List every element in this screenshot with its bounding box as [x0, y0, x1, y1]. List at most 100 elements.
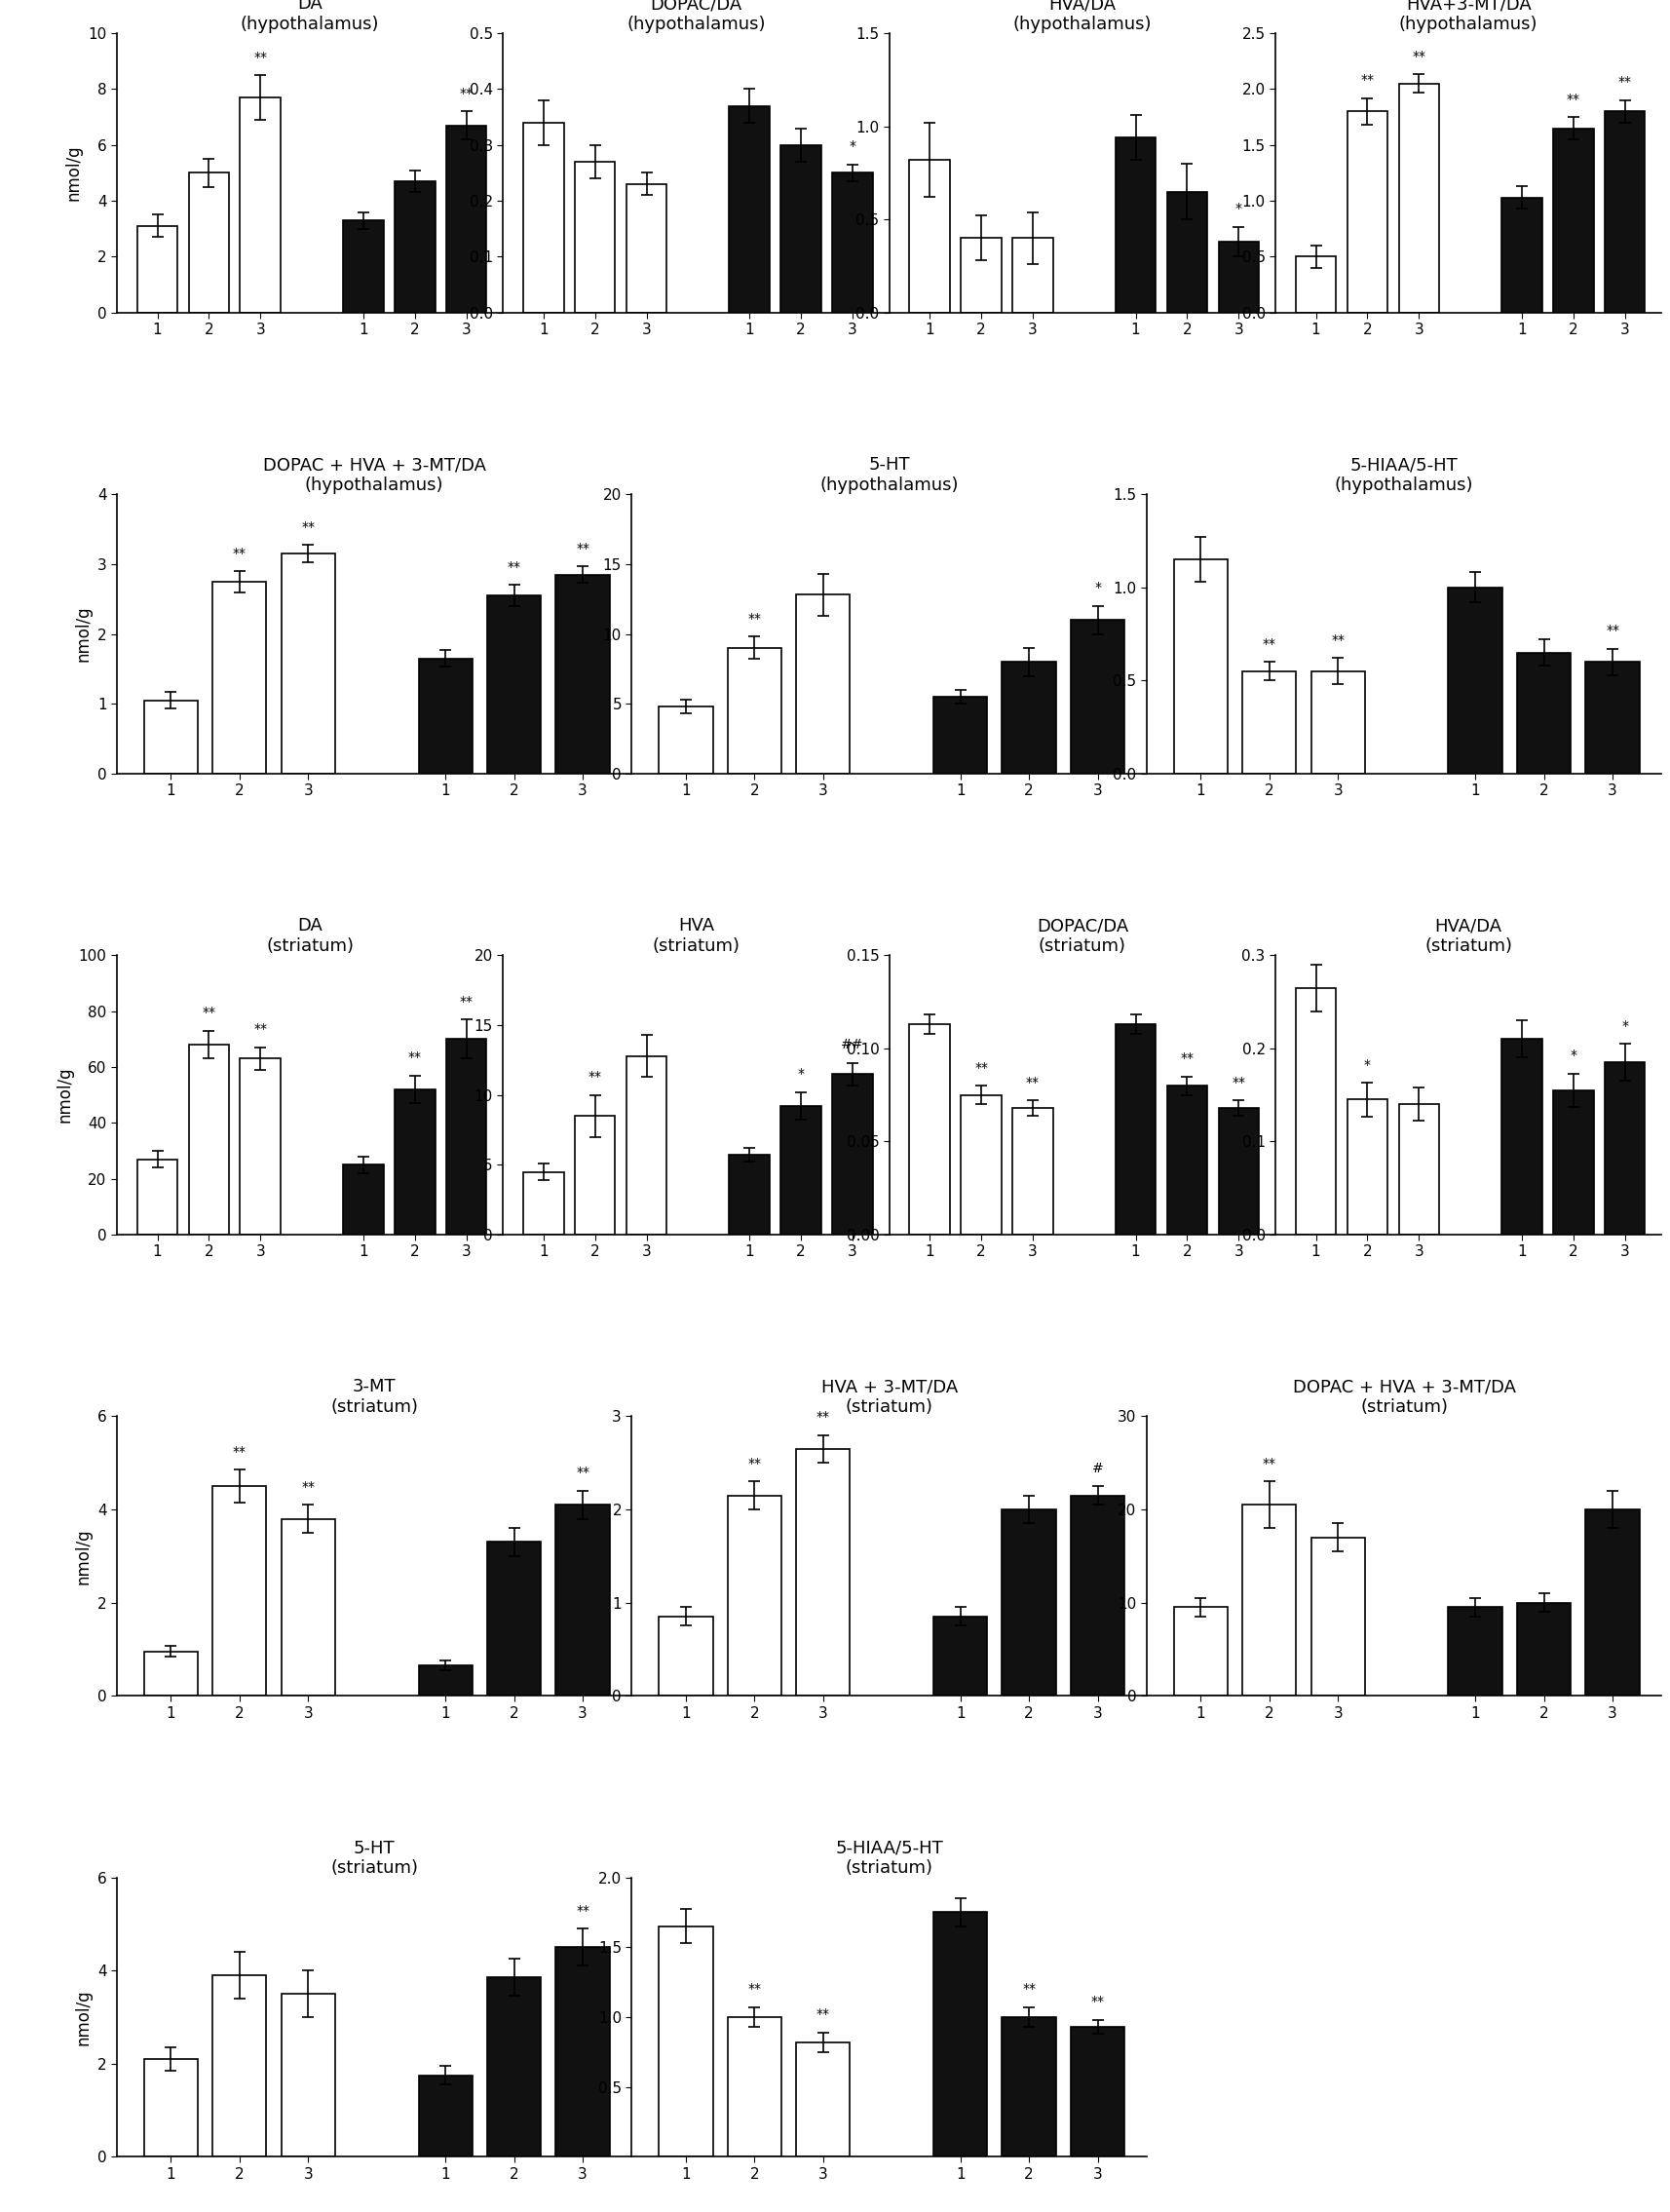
Bar: [1116, 1024, 1156, 1234]
Bar: [1070, 619, 1124, 774]
Text: #: #: [1092, 1462, 1104, 1475]
Title: 5-HT
(striatum): 5-HT (striatum): [331, 1840, 418, 1878]
Text: *: *: [848, 139, 857, 153]
Bar: [658, 1927, 713, 2157]
Bar: [658, 706, 713, 774]
Title: DOPAC + HVA + 3-MT/DA
(striatum): DOPAC + HVA + 3-MT/DA (striatum): [1293, 1378, 1516, 1416]
Bar: [1311, 1537, 1364, 1697]
Text: **: **: [459, 995, 473, 1009]
Title: HVA/DA
(striatum): HVA/DA (striatum): [1425, 918, 1513, 956]
Bar: [797, 595, 850, 774]
Bar: [1070, 1495, 1124, 1697]
Bar: [240, 97, 281, 312]
Bar: [1605, 1062, 1645, 1234]
Bar: [1012, 239, 1054, 312]
Bar: [1002, 1509, 1055, 1697]
Bar: [1296, 989, 1336, 1234]
Y-axis label: nmol/g: nmol/g: [65, 144, 82, 201]
Bar: [797, 1449, 850, 1697]
Y-axis label: nmol/g: nmol/g: [73, 606, 92, 661]
Bar: [1012, 1108, 1054, 1234]
Bar: [1002, 2017, 1055, 2157]
Title: DOPAC/DA
(striatum): DOPAC/DA (striatum): [1037, 918, 1129, 956]
Bar: [782, 1106, 822, 1234]
Bar: [419, 1666, 473, 1697]
Bar: [797, 2042, 850, 2157]
Bar: [934, 1911, 987, 2157]
Bar: [419, 2075, 473, 2157]
Y-axis label: nmol/g: nmol/g: [73, 1989, 92, 2046]
Bar: [1242, 1504, 1296, 1697]
Text: **: **: [576, 1905, 590, 1918]
Bar: [1348, 111, 1388, 312]
Bar: [240, 1060, 281, 1234]
Text: **: **: [1618, 75, 1632, 88]
Bar: [832, 173, 873, 312]
Text: **: **: [254, 51, 267, 64]
Bar: [281, 553, 336, 774]
Bar: [342, 221, 384, 312]
Text: **: **: [202, 1006, 215, 1020]
Bar: [488, 1978, 541, 2157]
Text: *: *: [1094, 582, 1101, 595]
Bar: [1605, 111, 1645, 312]
Bar: [556, 1947, 610, 2157]
Title: HVA
(striatum): HVA (striatum): [653, 918, 740, 956]
Bar: [1448, 588, 1503, 774]
Bar: [137, 1159, 177, 1234]
Text: **: **: [232, 546, 245, 560]
Bar: [1348, 1099, 1388, 1234]
Text: **: **: [1607, 624, 1620, 637]
Text: *: *: [798, 1068, 805, 1082]
Bar: [910, 159, 950, 312]
Text: **: **: [301, 1480, 316, 1493]
Bar: [281, 1520, 336, 1697]
Bar: [960, 1095, 1002, 1234]
Bar: [137, 226, 177, 312]
Text: **: **: [748, 613, 762, 626]
Text: **: **: [1232, 1075, 1246, 1088]
Text: **: **: [748, 1982, 762, 1995]
Text: **: **: [459, 86, 473, 100]
Bar: [1553, 128, 1593, 312]
Text: **: **: [817, 2008, 830, 2022]
Bar: [574, 1115, 615, 1234]
Bar: [523, 1172, 564, 1234]
Text: *: *: [1622, 1020, 1628, 1033]
Bar: [728, 1495, 782, 1697]
Bar: [1516, 653, 1571, 774]
Bar: [728, 648, 782, 774]
Bar: [1116, 137, 1156, 312]
Text: **: **: [1025, 1075, 1039, 1088]
Bar: [189, 173, 229, 312]
Bar: [1002, 661, 1055, 774]
Bar: [1399, 84, 1440, 312]
Text: *: *: [1570, 1048, 1576, 1062]
Text: **: **: [301, 520, 316, 533]
Bar: [1311, 670, 1364, 774]
Bar: [1501, 1040, 1541, 1234]
Bar: [394, 1088, 436, 1234]
Title: HVA/DA
(hypothalamus): HVA/DA (hypothalamus): [1014, 0, 1152, 33]
Title: 5-HIAA/5-HT
(striatum): 5-HIAA/5-HT (striatum): [835, 1840, 944, 1878]
Bar: [523, 122, 564, 312]
Bar: [1448, 1608, 1503, 1697]
Bar: [556, 1504, 610, 1697]
Bar: [342, 1166, 384, 1234]
Bar: [626, 1055, 666, 1234]
Bar: [1219, 1108, 1259, 1234]
Text: **: **: [588, 1071, 601, 1084]
Bar: [212, 582, 267, 774]
Bar: [488, 595, 541, 774]
Y-axis label: nmol/g: nmol/g: [73, 1528, 92, 1584]
Text: **: **: [1566, 93, 1580, 106]
Title: DA
(striatum): DA (striatum): [266, 918, 354, 956]
Bar: [1585, 1509, 1640, 1697]
Bar: [419, 659, 473, 774]
Bar: [1585, 661, 1640, 774]
Text: **: **: [817, 1409, 830, 1425]
Bar: [934, 1617, 987, 1697]
Bar: [446, 126, 486, 312]
Text: ##: ##: [842, 1037, 863, 1051]
Text: **: **: [974, 1062, 989, 1075]
